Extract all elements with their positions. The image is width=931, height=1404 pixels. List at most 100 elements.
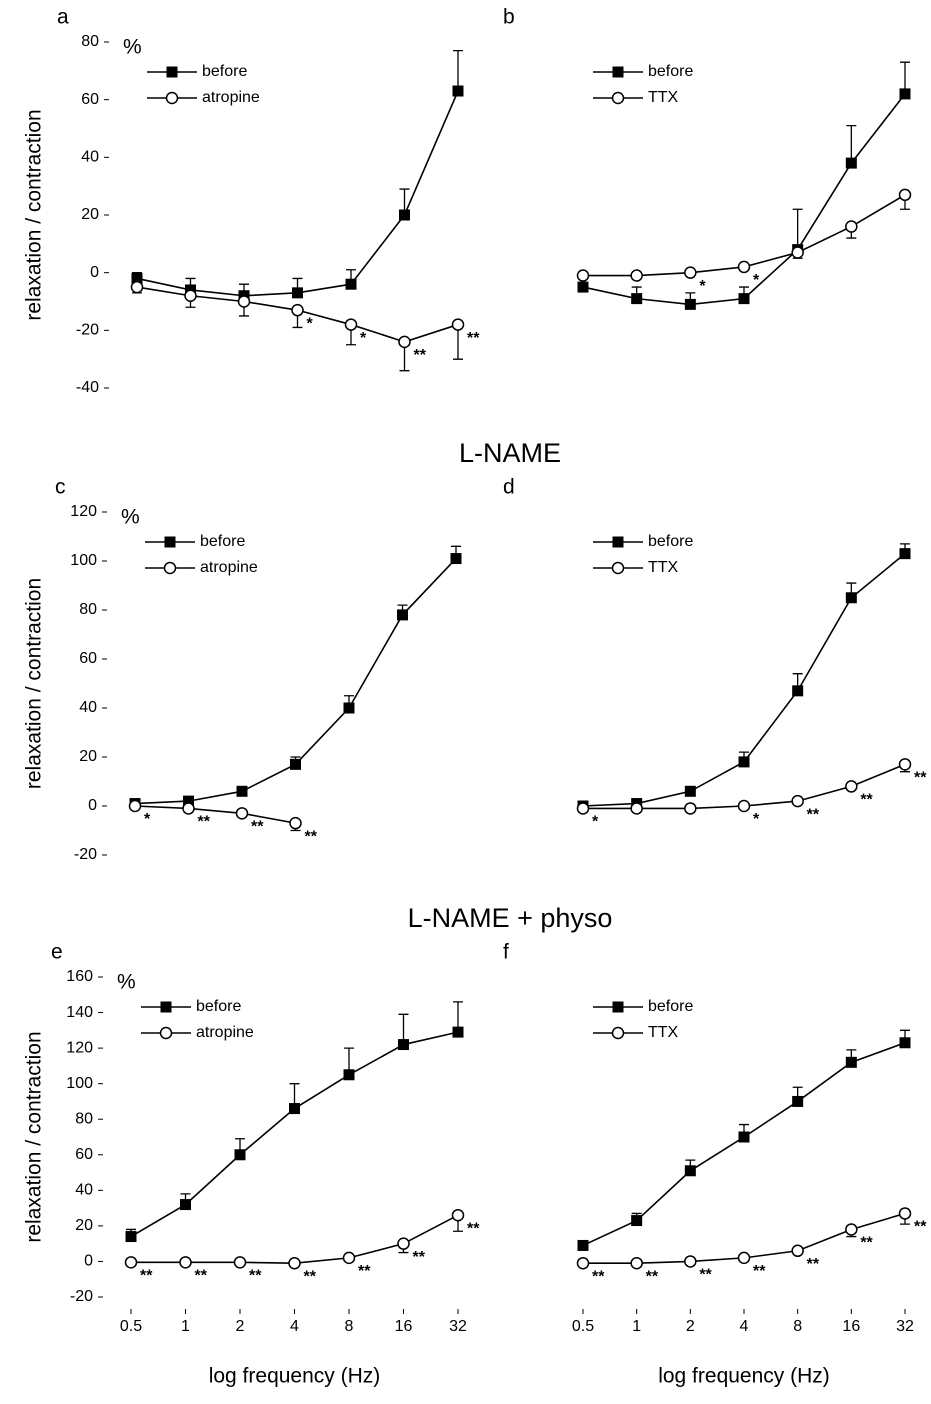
legend-marker <box>165 91 179 105</box>
marker <box>845 220 858 233</box>
marker <box>343 702 355 714</box>
significance-label: ** <box>860 1235 873 1252</box>
legend-marker <box>611 91 625 105</box>
y-tick-label: -20 <box>70 1288 93 1305</box>
legend-label: atropine <box>200 559 258 576</box>
marker <box>577 1239 589 1251</box>
significance-label: ** <box>251 819 264 836</box>
marker <box>737 799 751 813</box>
unit-label: % <box>117 971 136 994</box>
y-tick-label: 60 <box>81 91 99 108</box>
y-tick-label: 20 <box>79 748 97 765</box>
marker <box>898 1207 912 1220</box>
marker <box>791 246 804 259</box>
marker <box>738 756 750 768</box>
marker <box>288 1256 301 1270</box>
legend-marker <box>612 1001 624 1013</box>
panel-letter: f <box>503 941 509 964</box>
legend-label: TTX <box>648 89 679 106</box>
marker <box>124 1256 138 1269</box>
significance-label: ** <box>195 1268 208 1285</box>
legend-label: before <box>196 998 241 1015</box>
marker <box>345 278 357 290</box>
marker <box>684 298 696 310</box>
legend-marker <box>611 1026 625 1040</box>
marker <box>899 88 911 100</box>
marker <box>738 293 750 305</box>
x-tick-label: 1 <box>632 1318 641 1335</box>
marker <box>684 1165 696 1177</box>
legend-label: TTX <box>648 559 679 576</box>
x-tick-label: 0.5 <box>572 1318 594 1335</box>
marker <box>235 807 249 820</box>
y-tick-label: 0 <box>84 1253 93 1270</box>
marker <box>630 802 643 815</box>
significance-label: ** <box>646 1268 659 1285</box>
marker <box>576 802 590 815</box>
marker <box>292 287 303 299</box>
marker <box>845 780 858 793</box>
marker <box>898 758 912 771</box>
panel-letter: c <box>55 476 66 499</box>
series-line <box>134 805 296 824</box>
x-tick-label: 16 <box>395 1318 413 1335</box>
marker <box>898 188 912 202</box>
marker <box>450 553 462 565</box>
legend-marker <box>160 1001 172 1013</box>
legend-label: before <box>200 533 245 550</box>
x-tick-label: 2 <box>236 1318 245 1335</box>
significance-label: ** <box>467 330 480 347</box>
y-tick-label: -40 <box>76 379 99 396</box>
panel-letter: d <box>503 476 515 499</box>
marker <box>237 295 251 308</box>
marker <box>738 1131 750 1143</box>
y-tick-label: 0 <box>88 797 97 814</box>
marker <box>397 1237 410 1250</box>
x-tick-label: 2 <box>686 1318 695 1335</box>
panel-letter: a <box>57 6 69 29</box>
significance-label: ** <box>198 814 211 831</box>
marker <box>125 1231 137 1243</box>
marker <box>792 685 804 697</box>
error-bar <box>792 208 803 250</box>
legend-label: TTX <box>648 1024 679 1041</box>
y-tick-label: 40 <box>81 149 99 166</box>
significance-label: * <box>753 272 760 289</box>
series-line <box>131 1214 459 1265</box>
marker <box>684 266 697 279</box>
marker <box>343 1069 355 1081</box>
y-tick-label: 60 <box>75 1146 93 1163</box>
x-tick-label: 32 <box>449 1318 467 1335</box>
legend-label: before <box>648 998 693 1015</box>
y-tick-label: 0 <box>90 264 99 281</box>
marker <box>631 1215 643 1227</box>
marker <box>184 289 197 302</box>
y-tick-label: 160 <box>66 968 93 985</box>
marker <box>344 318 358 331</box>
marker <box>684 802 697 815</box>
marker <box>452 1026 464 1038</box>
significance-label: ** <box>305 828 318 845</box>
marker <box>289 1103 300 1115</box>
significance-label: ** <box>914 1219 927 1236</box>
y-tick-label: 100 <box>70 552 97 569</box>
significance-label: ** <box>807 1256 820 1273</box>
legend-label: before <box>648 63 693 80</box>
significance-label: ** <box>699 1267 712 1284</box>
marker <box>845 592 857 604</box>
marker <box>577 281 589 293</box>
marker <box>684 785 696 797</box>
legend-marker <box>164 536 176 548</box>
significance-label: ** <box>914 770 927 787</box>
y-tick-label: 20 <box>75 1217 93 1234</box>
x-tick-label: 0.5 <box>120 1318 142 1335</box>
y-tick-label: 80 <box>75 1110 93 1127</box>
marker <box>631 293 643 305</box>
section-title: L-NAME <box>459 438 561 468</box>
legend-label: atropine <box>196 1024 254 1041</box>
y-tick-label: 140 <box>66 1004 93 1021</box>
y-tick-label: 40 <box>75 1182 93 1199</box>
marker <box>451 1208 465 1222</box>
y-axis-label: relaxation / contraction <box>23 109 46 320</box>
marker <box>179 1256 192 1269</box>
